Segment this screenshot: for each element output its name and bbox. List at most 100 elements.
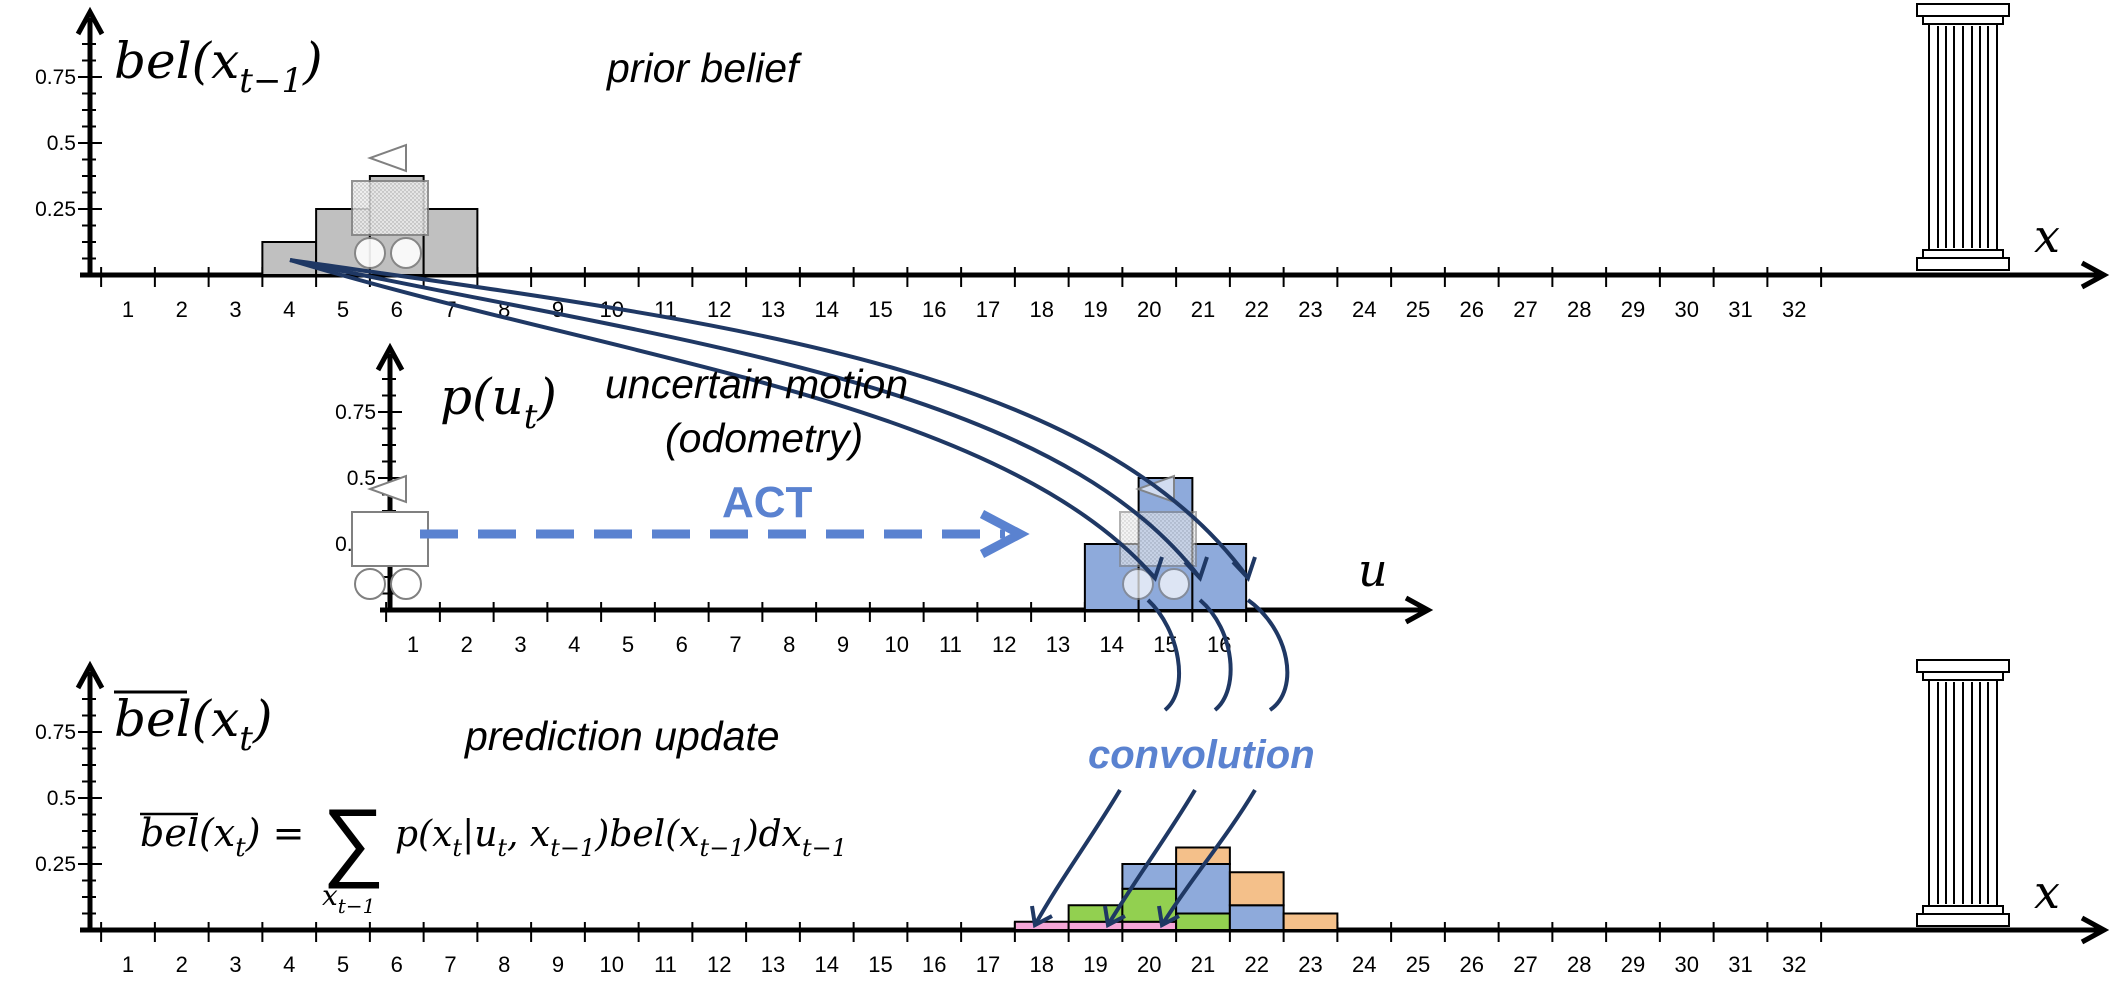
prior-x-tick-label: 16 bbox=[922, 297, 946, 322]
prior-y-arrow-icon bbox=[75, 6, 105, 36]
motion-x-tick-label: 3 bbox=[514, 632, 526, 657]
prior-x-tick-label: 29 bbox=[1621, 297, 1645, 322]
svg-text:bel(xt) =: bel(xt) = bbox=[140, 811, 304, 863]
prediction-x-tick-label: 32 bbox=[1782, 952, 1806, 977]
motion-curves bbox=[289, 258, 1257, 582]
act-label: ACT bbox=[722, 478, 813, 527]
prediction-y-arrow-icon bbox=[75, 660, 105, 690]
prediction-x-tick-label: 31 bbox=[1728, 952, 1752, 977]
prediction-x-tick-label: 4 bbox=[283, 952, 295, 977]
prior-x-tick-label: 22 bbox=[1245, 297, 1269, 322]
prediction-bar-segment bbox=[1228, 871, 1285, 907]
convolution-curves bbox=[1146, 598, 1290, 712]
prediction-formula: bel(xt) = ∑ xt−1 p(xt|ut, xt−1)bel(xt−1)… bbox=[140, 790, 847, 918]
prediction-x-tick-label: 6 bbox=[391, 952, 403, 977]
prior-y-tick-label: 0.75 bbox=[35, 66, 76, 89]
motion-x-tick-label: 5 bbox=[622, 632, 634, 657]
prediction-x-tick-label: 8 bbox=[498, 952, 510, 977]
motion-x-tick-label: 4 bbox=[568, 632, 580, 657]
prediction-x-tick-label: 20 bbox=[1137, 952, 1161, 977]
prediction-x-tick-label: 21 bbox=[1191, 952, 1215, 977]
motion-x-tick-label: 8 bbox=[783, 632, 795, 657]
pillar-icon bbox=[1916, 659, 2010, 927]
motion-x-tick-label: 11 bbox=[939, 632, 962, 657]
motion-x-tick-label: 6 bbox=[676, 632, 688, 657]
prediction-x-tick-label: 13 bbox=[761, 952, 785, 977]
prior-x-tick-label: 7 bbox=[444, 297, 456, 322]
robot-icon bbox=[351, 474, 429, 600]
prediction-x-tick-label: 26 bbox=[1460, 952, 1484, 977]
prior-x-tick-label: 3 bbox=[229, 297, 241, 322]
motion-x-tick-label: 2 bbox=[461, 632, 473, 657]
prior-x-tick-label: 13 bbox=[761, 297, 785, 322]
motion-x-tick-label: 1 bbox=[407, 632, 419, 657]
prediction-x-tick-label: 15 bbox=[868, 952, 892, 977]
prediction-x-tick-label: 18 bbox=[1030, 952, 1054, 977]
prediction-x-arrow-icon bbox=[2080, 915, 2110, 945]
motion-x-tick-label: 13 bbox=[1046, 632, 1070, 657]
prediction-x-tick-label: 25 bbox=[1406, 952, 1430, 977]
svg-text:p(xt|ut, xt−1)bel(xt−1)dxt−1: p(xt|ut, xt−1)bel(xt−1)dxt−1 bbox=[395, 814, 847, 862]
motion-caption-line1: uncertain motion bbox=[605, 361, 908, 407]
update-arrows bbox=[1030, 788, 1257, 929]
motion-x-tick-label: 12 bbox=[992, 632, 1016, 657]
prediction-axis-var: x bbox=[2034, 865, 2060, 919]
prediction-x-tick-label: 27 bbox=[1513, 952, 1537, 977]
prior-x-tick-label: 15 bbox=[868, 297, 892, 322]
motion-x-tick-label: 14 bbox=[1100, 632, 1124, 657]
prior-y-tick-label: 0.25 bbox=[35, 198, 76, 221]
svg-text:∑: ∑ bbox=[322, 790, 385, 889]
motion-axis-var: u bbox=[1358, 543, 1388, 597]
prediction-caption: prediction update bbox=[463, 713, 780, 759]
prediction-x-tick-label: 16 bbox=[922, 952, 946, 977]
prior-axis-var: x bbox=[2034, 209, 2060, 263]
prediction-x-tick-label: 2 bbox=[176, 952, 188, 977]
prior-x-tick-label: 31 bbox=[1728, 297, 1752, 322]
prior-x-tick-label: 1 bbox=[122, 297, 134, 322]
convolution-label: convolution bbox=[1088, 733, 1315, 777]
prior-x-tick-label: 24 bbox=[1352, 297, 1376, 322]
prior-x-tick-label: 12 bbox=[707, 297, 731, 322]
prior-y-label: bel(xt−1) bbox=[114, 32, 323, 101]
prediction-x-tick-label: 11 bbox=[654, 952, 677, 977]
prior-bar bbox=[422, 208, 479, 276]
prediction-x-tick-label: 9 bbox=[552, 952, 564, 977]
prediction-x-tick-label: 22 bbox=[1245, 952, 1269, 977]
prior-x-arrow-icon bbox=[2080, 260, 2110, 290]
prediction-bar-segment bbox=[1282, 912, 1339, 931]
prediction-x-tick-label: 5 bbox=[337, 952, 349, 977]
prior-x-tick-label: 2 bbox=[176, 297, 188, 322]
prior-x-tick-label: 26 bbox=[1460, 297, 1484, 322]
prediction-y-label: bel(xt) bbox=[114, 690, 272, 759]
act-arrow bbox=[420, 510, 1030, 558]
motion-x-arrow-icon bbox=[1404, 595, 1434, 625]
prediction-x-tick-label: 19 bbox=[1083, 952, 1107, 977]
prediction-x-tick-label: 3 bbox=[229, 952, 241, 977]
prediction-x-tick-label: 23 bbox=[1298, 952, 1322, 977]
motion-x-tick-label: 10 bbox=[885, 632, 909, 657]
prior-x-tick-label: 4 bbox=[283, 297, 295, 322]
motion-caption-line2: (odometry) bbox=[665, 415, 863, 461]
prior-x-tick-label: 23 bbox=[1298, 297, 1322, 322]
prediction-x-tick-label: 28 bbox=[1567, 952, 1591, 977]
prediction-x-tick-label: 30 bbox=[1675, 952, 1699, 977]
prior-x-tick-label: 25 bbox=[1406, 297, 1430, 322]
svg-text:bel(xt): bel(xt) bbox=[114, 690, 272, 759]
prior-x-tick-label: 19 bbox=[1083, 297, 1107, 322]
prediction-bar-segment bbox=[1175, 846, 1231, 865]
robot-icon bbox=[351, 143, 429, 269]
prior-y-tick-label: 0.5 bbox=[47, 132, 76, 155]
prediction-x-tick-label: 10 bbox=[600, 952, 624, 977]
prior-x-tick-label: 27 bbox=[1513, 297, 1537, 322]
motion-y-tick-label: 0.5 bbox=[347, 467, 376, 490]
prior-bar bbox=[261, 241, 318, 276]
prediction-y-tick-label: 0.5 bbox=[47, 787, 76, 810]
prior-x-tick-label: 14 bbox=[815, 297, 839, 322]
prediction-x-tick-label: 7 bbox=[444, 952, 456, 977]
prediction-x-tick-label: 1 bbox=[122, 952, 134, 977]
motion-y-label: p(ut) bbox=[440, 368, 557, 437]
prediction-bar-segment bbox=[1175, 912, 1231, 931]
prediction-x-tick-label: 29 bbox=[1621, 952, 1645, 977]
prior-x-tick-label: 5 bbox=[337, 297, 349, 322]
